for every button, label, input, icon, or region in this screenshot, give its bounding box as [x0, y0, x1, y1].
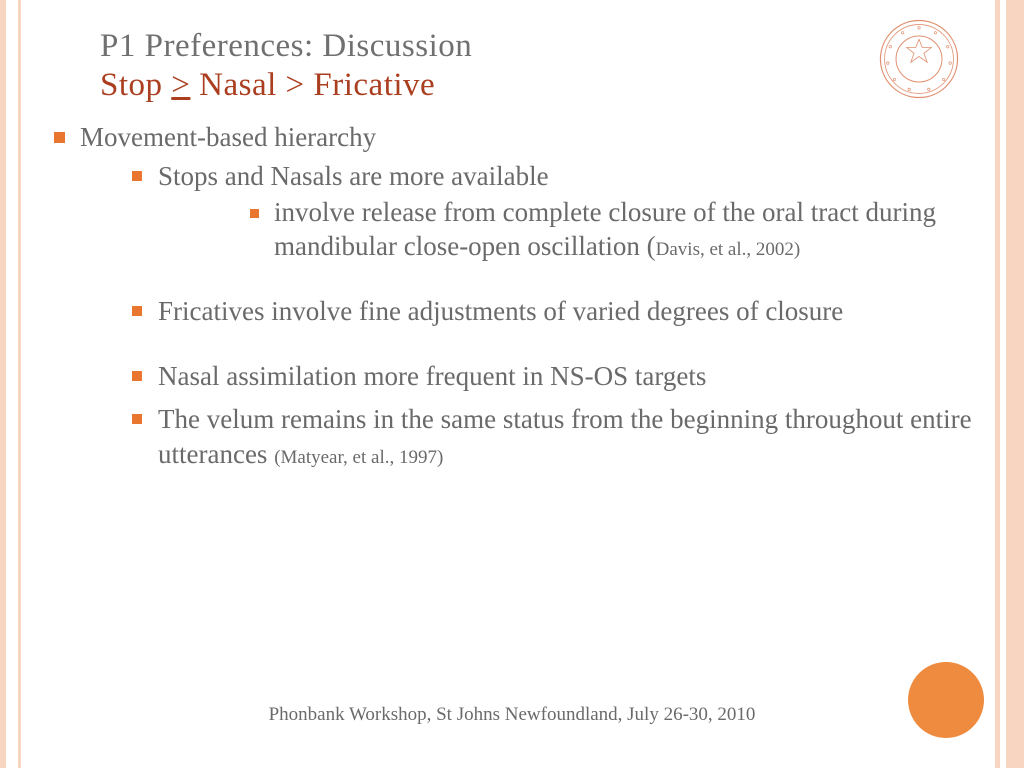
title-line-2: Stop > Nasal > Fricative	[100, 67, 974, 104]
right-outer-border	[1006, 0, 1024, 768]
bullet-lvl3: involve release from complete closure of…	[158, 196, 974, 264]
bullet-text: Fricatives involve fine adjustments of v…	[158, 296, 843, 326]
right-inner-border	[995, 0, 1000, 768]
citation-text: (Matyear, et al., 1997)	[274, 447, 443, 468]
bullet-lvl2: Stops and Nasals are more available invo…	[80, 159, 974, 264]
bullet-lvl1: Movement-based hierarchy Stops and Nasal…	[40, 120, 974, 472]
title-line-1: P1 Preferences: Discussion	[100, 28, 974, 65]
bullet-text: Nasal assimilation more frequent in NS-O…	[158, 361, 706, 391]
orange-circle-decoration	[908, 662, 984, 738]
bullet-lvl2: Nasal assimilation more frequent in NS-O…	[80, 359, 974, 394]
bullet-text: Movement-based hierarchy	[80, 122, 376, 152]
left-inner-border	[18, 0, 21, 768]
footer-text: Phonbank Workshop, St Johns Newfoundland…	[0, 704, 1024, 726]
bullet-text: involve release from complete closure of…	[274, 197, 936, 261]
title-block: P1 Preferences: Discussion Stop > Nasal …	[100, 28, 974, 104]
bullet-text: Stops and Nasals are more available	[158, 161, 549, 191]
title-part-underline: >	[171, 67, 190, 103]
body-text: Movement-based hierarchy Stops and Nasal…	[40, 120, 974, 472]
bullet-lvl2: The velum remains in the same status fro…	[80, 402, 974, 472]
title-part-a: Stop	[100, 67, 171, 103]
citation-text: Davis, et al., 2002)	[656, 239, 801, 260]
slide-content: P1 Preferences: Discussion Stop > Nasal …	[40, 20, 974, 748]
title-part-c: Nasal > Fricative	[190, 67, 435, 103]
left-outer-border	[0, 0, 6, 768]
bullet-lvl2: Fricatives involve fine adjustments of v…	[80, 294, 974, 329]
